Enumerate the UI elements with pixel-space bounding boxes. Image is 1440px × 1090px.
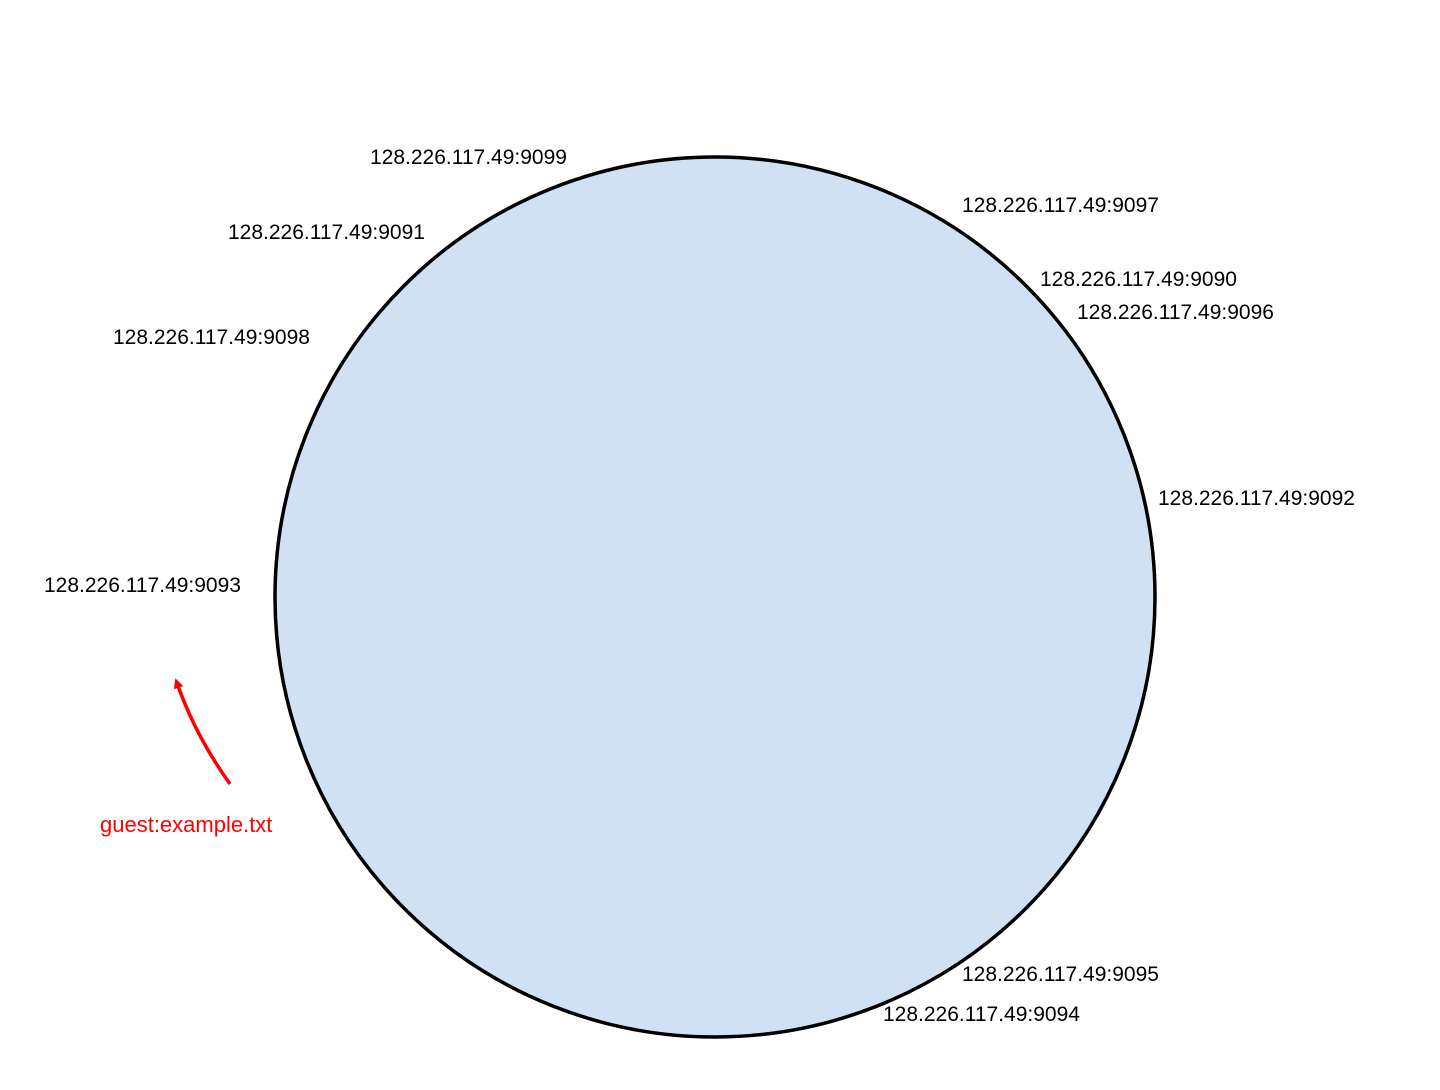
hash-ring-circle: [273, 155, 1157, 1039]
node-label: 128.226.117.49:9095: [962, 963, 1159, 986]
node-label: 128.226.117.49:9096: [1077, 301, 1274, 324]
node-label: 128.226.117.49:9091: [228, 221, 425, 244]
node-label: 128.226.117.49:9093: [44, 574, 241, 597]
node-label: 128.226.117.49:9094: [883, 1003, 1080, 1026]
node-label: 128.226.117.49:9092: [1158, 487, 1355, 510]
node-label: 128.226.117.49:9090: [1040, 268, 1237, 291]
node-label: 128.226.117.49:9098: [113, 326, 310, 349]
curved-arrow-icon: [173, 678, 232, 786]
node-label: 128.226.117.49:9099: [370, 146, 567, 169]
node-label: 128.226.117.49:9097: [962, 194, 1159, 217]
file-key-label: guest:example.txt: [100, 812, 272, 837]
